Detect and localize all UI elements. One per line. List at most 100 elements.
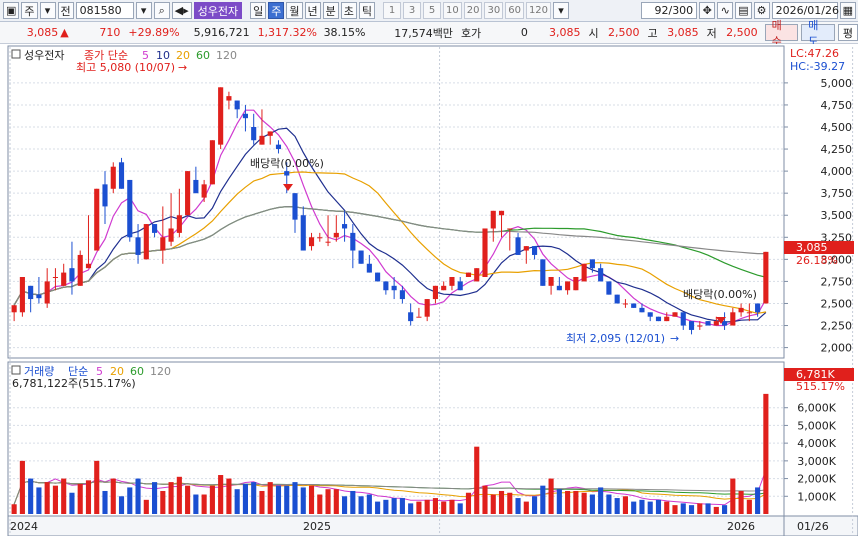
- turnover-rate: 38.15%: [323, 26, 366, 39]
- interval-30[interactable]: 30: [484, 2, 504, 19]
- date-input[interactable]: 2026/01/26: [771, 2, 839, 19]
- indicator-icon[interactable]: ∿: [717, 2, 734, 19]
- chevron-down-icon[interactable]: ▾: [39, 2, 56, 19]
- candle: [581, 263, 587, 282]
- tab-period-second[interactable]: 초: [340, 2, 357, 19]
- volume-ma60-label: 60: [130, 365, 144, 378]
- volume-bar: [358, 496, 364, 514]
- candle: [77, 254, 83, 286]
- calendar-icon[interactable]: ▦: [839, 2, 856, 19]
- price-panel[interactable]: [7, 45, 785, 359]
- candle: [333, 232, 339, 238]
- dividend-annotation-2: 배당락(0.00%): [683, 288, 757, 301]
- chart-type-icon[interactable]: ▣: [3, 2, 20, 19]
- candle: [482, 228, 488, 277]
- candle: [284, 171, 290, 176]
- price-tick-label: 2,000: [821, 342, 853, 355]
- volume-bar: [218, 475, 224, 514]
- volume-bar: [515, 498, 521, 514]
- interval-60[interactable]: 60: [505, 2, 524, 19]
- panel-menu-icon[interactable]: [11, 49, 21, 59]
- volume-bar: [85, 480, 92, 514]
- tab-period-month[interactable]: 월: [286, 2, 303, 19]
- interval-dropdown-icon[interactable]: ▾: [553, 2, 570, 19]
- interval-3[interactable]: 3: [403, 2, 421, 19]
- open-price: 2,500: [608, 26, 640, 39]
- stock-chart[interactable]: 2,0002,2502,5002,7503,0003,2503,5003,750…: [0, 44, 858, 536]
- tab-period-day[interactable]: 일: [250, 2, 267, 19]
- candle: [160, 237, 166, 251]
- tab-period-year[interactable]: 년: [304, 2, 321, 19]
- volume-bar: [275, 485, 282, 514]
- tab-period-tick[interactable]: 틱: [358, 2, 375, 19]
- interval-5[interactable]: 5: [423, 2, 441, 19]
- volume-bar: [399, 498, 405, 514]
- volume-bar: [441, 501, 447, 514]
- candle: [143, 224, 149, 260]
- candle: [540, 259, 546, 286]
- candle: [325, 241, 331, 243]
- candle: [127, 179, 133, 238]
- search-icon[interactable]: ⌕: [153, 2, 170, 19]
- interval-1[interactable]: 1: [383, 2, 401, 19]
- interval-10[interactable]: 10: [443, 2, 462, 19]
- change-percent: +29.89%: [128, 26, 180, 39]
- price-tick-label: 2,500: [821, 297, 853, 310]
- candle: [416, 316, 422, 318]
- tab-period-minute[interactable]: 분: [322, 2, 339, 19]
- price-ma10-label: 10: [156, 49, 170, 62]
- volume-tag-text: 6,781K: [796, 368, 835, 381]
- x-label-2026: 2026: [727, 520, 755, 533]
- vol-panel-menu-icon[interactable]: [11, 365, 21, 375]
- volume-bar: [391, 498, 397, 514]
- prev-button[interactable]: 전: [57, 2, 74, 19]
- gear-icon[interactable]: ⚙: [753, 2, 770, 19]
- current-pct-tag-text: 26.18%: [796, 254, 838, 267]
- save-icon[interactable]: ▤: [735, 2, 752, 19]
- volume-bar: [498, 490, 505, 514]
- volume-bar: [548, 478, 554, 514]
- count-input[interactable]: 92/300: [641, 2, 698, 19]
- current-price: 3,085: [26, 26, 59, 39]
- buy-button[interactable]: 매수: [764, 19, 799, 48]
- volume-bar: [366, 494, 372, 514]
- volume-bar: [234, 489, 240, 514]
- interval-120[interactable]: 120: [525, 2, 552, 19]
- candle: [375, 272, 381, 282]
- volume-bar: [143, 499, 149, 514]
- volume-bar: [308, 485, 315, 514]
- volume-bar: [94, 460, 100, 514]
- volume-bar: [556, 489, 562, 514]
- code-input[interactable]: 081580: [75, 2, 134, 19]
- volume-bar: [730, 478, 736, 514]
- eval-button[interactable]: 평: [837, 24, 858, 41]
- volume-bar: [135, 478, 141, 514]
- speaker-icon[interactable]: ◀▸: [171, 2, 192, 19]
- volume-bar: [589, 494, 595, 514]
- volume-tag: [784, 368, 854, 381]
- candle: [565, 281, 571, 291]
- volume-bar: [540, 485, 546, 514]
- volume-bar: [36, 487, 42, 514]
- candle: [251, 127, 257, 141]
- candle: [614, 294, 620, 304]
- volume-bar: [209, 485, 215, 514]
- candle: [532, 246, 538, 255]
- chart-toolbar: ▣ 주 ▾ 전 081580 ▾ ⌕ ◀▸ 성우전자 일 주 월 년 분 초 틱…: [0, 0, 858, 22]
- volume-ma20-label: 20: [110, 365, 124, 378]
- code-dropdown-icon[interactable]: ▾: [135, 2, 152, 19]
- candle: [308, 237, 315, 247]
- interval-20[interactable]: 20: [463, 2, 483, 19]
- candle: [515, 237, 521, 255]
- period-select[interactable]: 주: [21, 2, 38, 19]
- candle: [300, 215, 306, 251]
- volume-bar: [606, 494, 612, 514]
- volume-bar: [44, 482, 50, 514]
- candle: [746, 312, 752, 314]
- tab-period-week[interactable]: 주: [268, 2, 285, 19]
- sell-button[interactable]: 매도: [801, 19, 835, 48]
- crosshair-icon[interactable]: ✥: [699, 2, 716, 19]
- volume-bar: [342, 496, 348, 514]
- candle: [639, 307, 645, 313]
- volume-bar: [226, 478, 232, 514]
